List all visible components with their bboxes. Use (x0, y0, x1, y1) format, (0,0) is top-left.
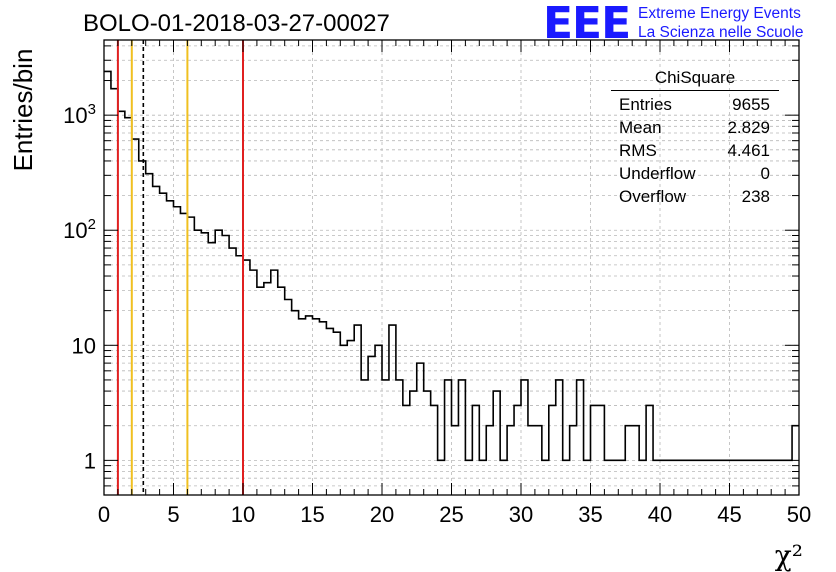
stats-row-entries: Entries 9655 (611, 93, 779, 116)
stats-value: 4.461 (727, 141, 770, 160)
y-tick-label: 102 (63, 216, 96, 243)
x-tick-label: 25 (439, 502, 463, 527)
stats-value: 9655 (732, 95, 770, 114)
logo-line-2: La Scienza nelle Scuole (638, 24, 804, 41)
stats-label: Underflow (619, 164, 696, 183)
x-tick-label: 5 (167, 502, 179, 527)
x-tick-label: 15 (300, 502, 324, 527)
stats-box: ChiSquare Entries 9655 Mean 2.829 RMS 4.461… (611, 66, 779, 208)
x-tick-label: 0 (98, 502, 110, 527)
stats-value: 0 (760, 164, 770, 183)
stats-label: Entries (619, 95, 672, 114)
x-tick-label: 40 (648, 502, 672, 527)
x-tick-label: 35 (578, 502, 602, 527)
x-tick-label: 45 (717, 502, 741, 527)
logo-line-1: Extreme Energy Events (638, 5, 801, 22)
chart-title: BOLO-01-2018-03-27-00027 (83, 10, 390, 37)
stats-value: 238 (741, 187, 770, 206)
x-tick-label: 10 (231, 502, 255, 527)
eee-logo: EEE (543, 0, 631, 49)
y-tick-label: 10 (72, 333, 96, 358)
stats-label: Mean (619, 118, 662, 137)
y-tick-label: 103 (63, 101, 96, 128)
eee-logo-text: Extreme Energy Events La Scienza nelle S… (638, 4, 803, 42)
stats-row-mean: Mean 2.829 (611, 116, 779, 139)
stats-title: ChiSquare (611, 66, 779, 91)
x-tick-label: 30 (509, 502, 533, 527)
stats-label: RMS (619, 141, 657, 160)
y-tick-label: 1 (84, 448, 96, 473)
histogram-step-line (104, 70, 799, 462)
stats-row-overflow: Overflow 238 (611, 185, 779, 208)
stats-label: Overflow (619, 187, 687, 206)
stats-value: 2.829 (727, 118, 770, 137)
x-axis-label: χ² (775, 539, 803, 572)
stats-row-rms: RMS 4.461 (611, 139, 779, 162)
x-tick-label: 20 (370, 502, 394, 527)
y-axis-label: Entries/bin (8, 49, 38, 172)
x-tick-label: 50 (787, 502, 811, 527)
stats-row-underflow: Underflow 0 (611, 162, 779, 185)
